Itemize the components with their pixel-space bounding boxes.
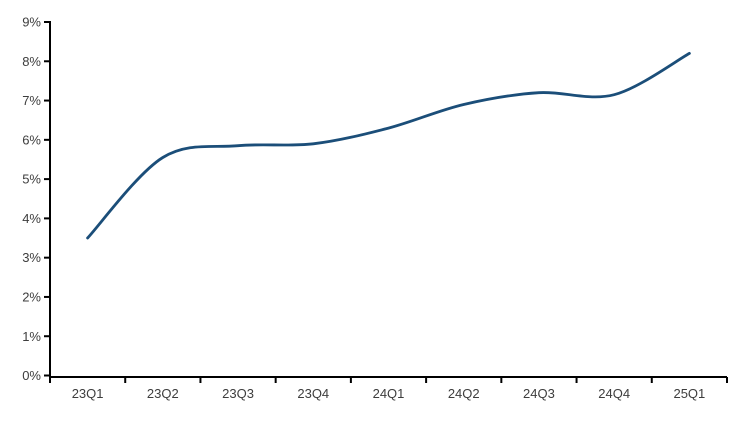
y-tick-label: 0% xyxy=(22,368,41,383)
y-tick-label: 2% xyxy=(22,289,41,304)
x-tick-label: 23Q2 xyxy=(147,386,179,401)
data-series-line xyxy=(86,52,691,240)
y-tick-label: 4% xyxy=(22,211,41,226)
y-tick-label: 6% xyxy=(22,132,41,147)
x-tick-label: 25Q1 xyxy=(673,386,705,401)
y-tick-label: 1% xyxy=(22,329,41,344)
x-tick-label: 24Q3 xyxy=(523,386,555,401)
y-tick-label: 5% xyxy=(22,172,41,187)
x-tick-label: 23Q4 xyxy=(297,386,329,401)
y-tick-label: 8% xyxy=(22,54,41,69)
x-tick-label: 23Q1 xyxy=(72,386,104,401)
x-tick-label: 24Q4 xyxy=(598,386,630,401)
x-tick-label: 23Q3 xyxy=(222,386,254,401)
y-tick-label: 7% xyxy=(22,93,41,108)
x-tick-label: 24Q2 xyxy=(448,386,480,401)
y-tick-label: 9% xyxy=(22,15,41,30)
x-tick-label: 24Q1 xyxy=(373,386,405,401)
y-tick-label: 3% xyxy=(22,250,41,265)
